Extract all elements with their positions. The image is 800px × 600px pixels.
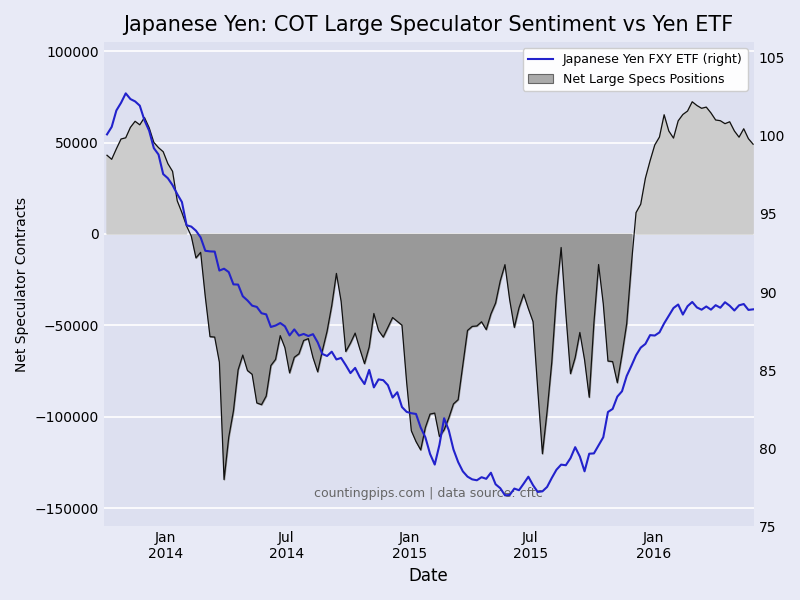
X-axis label: Date: Date <box>409 567 449 585</box>
Legend: Japanese Yen FXY ETF (right), Net Large Specs Positions: Japanese Yen FXY ETF (right), Net Large … <box>522 49 747 91</box>
Text: countingpips.com | data source: cftc: countingpips.com | data source: cftc <box>314 487 543 500</box>
Y-axis label: Net Speculator Contracts: Net Speculator Contracts <box>15 197 29 372</box>
Title: Japanese Yen: COT Large Speculator Sentiment vs Yen ETF: Japanese Yen: COT Large Speculator Senti… <box>123 15 734 35</box>
